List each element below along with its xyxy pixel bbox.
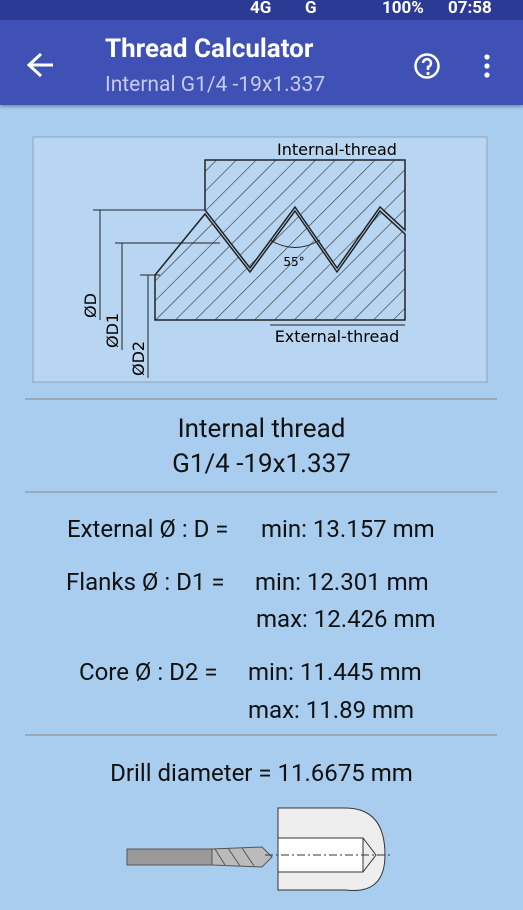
back-button[interactable]	[26, 52, 56, 78]
row-label: Core Ø : D2 =	[79, 658, 218, 686]
drill-diameter: Drill diameter = 11.6675 mm	[110, 759, 413, 787]
network2: G	[305, 0, 317, 18]
internal-label: Internal-thread	[277, 140, 397, 159]
external-label: External-thread	[275, 327, 400, 346]
result-heading: Internal thread	[177, 414, 346, 444]
menu-button[interactable]	[480, 52, 494, 80]
status-bar: 4G G 100% 07:58	[0, 0, 523, 20]
row-label: Flanks Ø : D1 =	[66, 568, 225, 596]
angle-label: 55°	[283, 255, 304, 269]
app-bar: Thread Calculator Internal G1/4 -19x1.33…	[0, 20, 523, 105]
dimension-lines	[93, 159, 405, 378]
d2-label: ØD2	[129, 341, 148, 376]
d-label: ØD	[81, 293, 100, 318]
battery: 100%	[382, 0, 424, 18]
subtitle: Internal G1/4 -19x1.337	[105, 73, 326, 97]
divider	[25, 398, 497, 400]
time: 07:58	[448, 0, 492, 18]
row-min: min: 13.157 mm	[261, 515, 435, 543]
network: 4G	[250, 0, 272, 18]
row-min: min: 12.301 mm	[255, 568, 429, 596]
divider	[25, 734, 497, 736]
help-button[interactable]	[413, 52, 441, 80]
row-max: max: 12.426 mm	[256, 605, 436, 633]
divider	[25, 491, 497, 493]
row-min: min: 11.445 mm	[248, 658, 422, 686]
title: Thread Calculator	[105, 34, 314, 64]
d1-label: ØD1	[103, 313, 122, 348]
external-thread	[154, 209, 406, 321]
row-max: max: 11.89 mm	[248, 696, 415, 724]
row-label: External Ø : D =	[67, 515, 229, 543]
drill-illustration	[126, 807, 390, 892]
internal-thread	[204, 159, 406, 270]
result-designation: G1/4 -19x1.337	[172, 449, 351, 479]
